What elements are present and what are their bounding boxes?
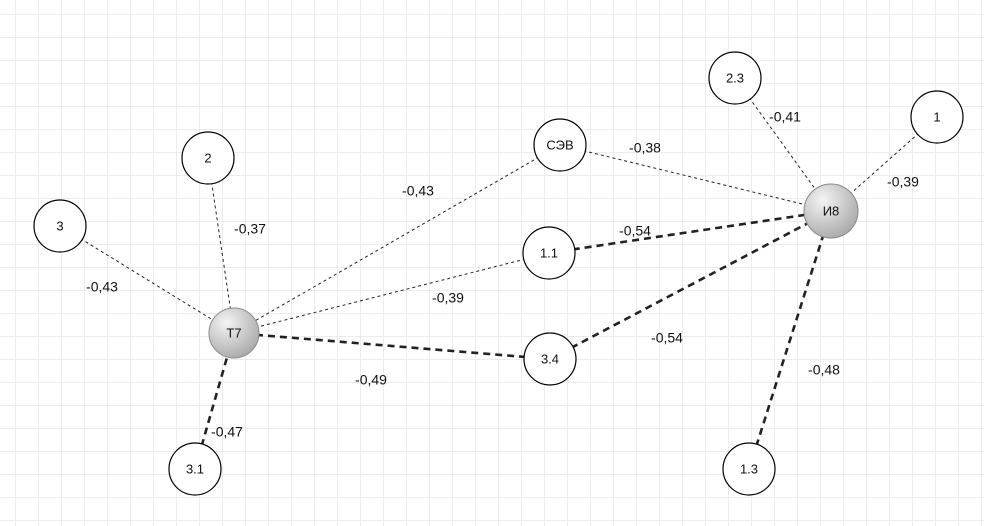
node-circle[interactable] xyxy=(168,442,222,496)
edge-weight-label: -0,37 xyxy=(234,221,266,237)
edge-labels-layer: -0,43 -0,37 -0,43 -0,39 -0,49 -0,47 -0,38 -0,54… xyxy=(86,109,919,440)
edge-n3-4-i8 xyxy=(549,209,832,361)
node-label: 3.1 xyxy=(186,461,204,476)
node-circle[interactable] xyxy=(910,90,964,144)
node-circle[interactable] xyxy=(181,131,235,185)
node-label: 1.1 xyxy=(540,245,558,260)
node-circle[interactable] xyxy=(523,332,577,386)
node-label: 3 xyxy=(56,218,63,233)
node-label: СЭВ xyxy=(546,137,573,152)
node-label: 1.3 xyxy=(740,461,758,476)
edge-weight-label: -0,48 xyxy=(808,362,840,378)
node-n3-1[interactable]: 3.1 xyxy=(168,442,222,496)
node-circle[interactable] xyxy=(33,199,87,253)
edge-weight-label: -0,43 xyxy=(402,183,434,199)
node-n3[interactable]: 3 xyxy=(33,199,87,253)
edge-sev-i8 xyxy=(559,144,832,212)
edge-n3-t7 xyxy=(59,225,235,334)
node-circle[interactable] xyxy=(722,442,776,496)
edge-weight-label: -0,38 xyxy=(629,140,661,156)
edge-weight-label: -0,47 xyxy=(211,424,243,440)
node-label: T7 xyxy=(226,325,241,340)
hub-node-i8[interactable]: И8 xyxy=(803,183,859,239)
node-n2[interactable]: 2 xyxy=(181,131,235,185)
node-circle[interactable] xyxy=(533,118,587,172)
node-circle[interactable] xyxy=(522,226,576,280)
edge-n3-4-t7 xyxy=(233,331,551,361)
node-circle[interactable] xyxy=(708,51,762,105)
edge-sev-t7 xyxy=(233,144,561,334)
node-label: 1 xyxy=(933,109,940,124)
node-circle[interactable] xyxy=(803,183,859,239)
node-label: 2 xyxy=(204,150,211,165)
node-n1-1[interactable]: 1.1 xyxy=(522,226,576,280)
edge-weight-label: -0,39 xyxy=(432,290,464,306)
edges-layer xyxy=(59,77,938,470)
node-circle[interactable] xyxy=(208,307,260,359)
edge-weight-label: -0,54 xyxy=(619,223,651,239)
node-label: И8 xyxy=(823,203,840,218)
edge-n1-3-i8 xyxy=(747,210,833,470)
node-n3-4[interactable]: 3.4 xyxy=(523,332,577,386)
node-label: 3.4 xyxy=(541,351,559,366)
hub-node-t7[interactable]: T7 xyxy=(208,307,260,359)
node-n1-3[interactable]: 1.3 xyxy=(722,442,776,496)
edge-weight-label: -0,41 xyxy=(769,109,801,125)
node-sev[interactable]: СЭВ xyxy=(533,118,587,172)
node-n1[interactable]: 1 xyxy=(910,90,964,144)
edge-weight-label: -0,39 xyxy=(887,174,919,190)
nodes-layer: T7 И8 СЭВ 1 2 3 1.1 1.3 2.3 3.1 3.4 xyxy=(33,51,964,496)
node-label: 2.3 xyxy=(726,70,744,85)
edge-weight-label: -0,49 xyxy=(355,372,387,388)
edge-weight-label: -0,43 xyxy=(86,279,118,295)
edge-weight-label: -0,54 xyxy=(651,330,683,346)
node-n2-3[interactable]: 2.3 xyxy=(708,51,762,105)
edge-n1-1-t7 xyxy=(233,252,550,334)
